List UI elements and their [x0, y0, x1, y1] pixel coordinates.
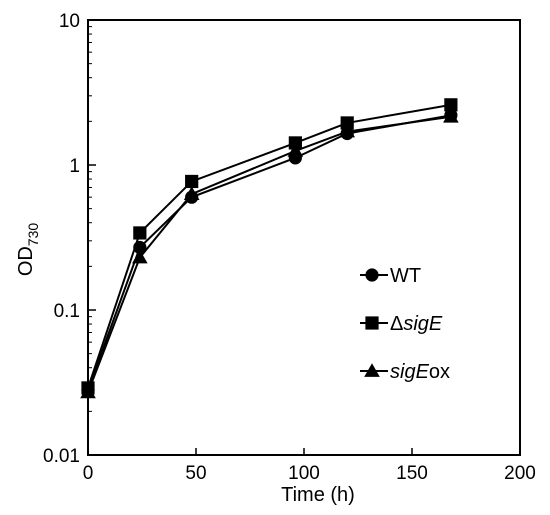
series-triangle — [80, 108, 459, 399]
x-tick-label-100: 100 — [288, 463, 320, 484]
plot-frame — [87, 19, 521, 456]
series-line-square — [87, 103, 452, 389]
data-point-triangle — [183, 186, 200, 200]
legend-entry-circle: WT — [360, 265, 421, 287]
data-point-square — [340, 116, 354, 130]
legend-label-part: Δ — [390, 313, 403, 335]
series-line-circle — [87, 114, 452, 391]
data-point-triangle — [443, 108, 459, 123]
data-point-triangle — [132, 249, 148, 264]
series-layer — [80, 98, 459, 399]
x-tick-label-50: 50 — [185, 463, 206, 484]
data-point-square — [133, 226, 147, 240]
y-axis-title-subscript: 730 — [25, 223, 41, 247]
x-axis-title: Time (h) — [281, 484, 355, 506]
series-line-triangle — [87, 115, 452, 393]
legend-entry-triangle: sigEox — [360, 361, 450, 383]
y-tick-label-0.1: 0.1 — [54, 301, 80, 322]
data-point-square — [185, 174, 199, 189]
legend-label-part: sigE — [403, 313, 443, 335]
y-axis-title-main: OD — [15, 246, 37, 276]
data-point-square — [288, 136, 302, 150]
x-tick-label-0: 0 — [83, 463, 94, 484]
plot-area-border — [87, 19, 521, 456]
y-axis-title: OD730 — [15, 223, 41, 277]
y-tick-label-10: 10 — [59, 11, 80, 32]
legend-label-part: WT — [390, 265, 421, 287]
data-point-square — [444, 98, 458, 112]
data-point-triangle — [287, 143, 304, 157]
y-tick-label-1: 1 — [69, 156, 80, 177]
legend-label-part: sigE — [390, 361, 430, 383]
x-tick-label-200: 200 — [504, 463, 536, 484]
legend-label-triangle: sigEox — [390, 361, 450, 383]
data-point-triangle — [339, 123, 355, 138]
axes: 0 50 100 150 200 0.01 0.1 1 10 Time (h) OD730 — [15, 11, 536, 506]
legend-label-circle: WT — [390, 265, 421, 287]
legend-marker-triangle — [364, 363, 380, 377]
x-tick-label-150: 150 — [396, 463, 428, 484]
y-tick-label-0.01: 0.01 — [43, 446, 80, 467]
legend-marker-circle — [365, 268, 379, 282]
legend-marker-square — [365, 316, 379, 330]
data-point-triangle — [80, 384, 96, 399]
legend-entry-square: ΔsigE — [360, 313, 443, 335]
legend-label-square: ΔsigE — [390, 313, 443, 335]
legend-label-part: ox — [429, 361, 450, 383]
